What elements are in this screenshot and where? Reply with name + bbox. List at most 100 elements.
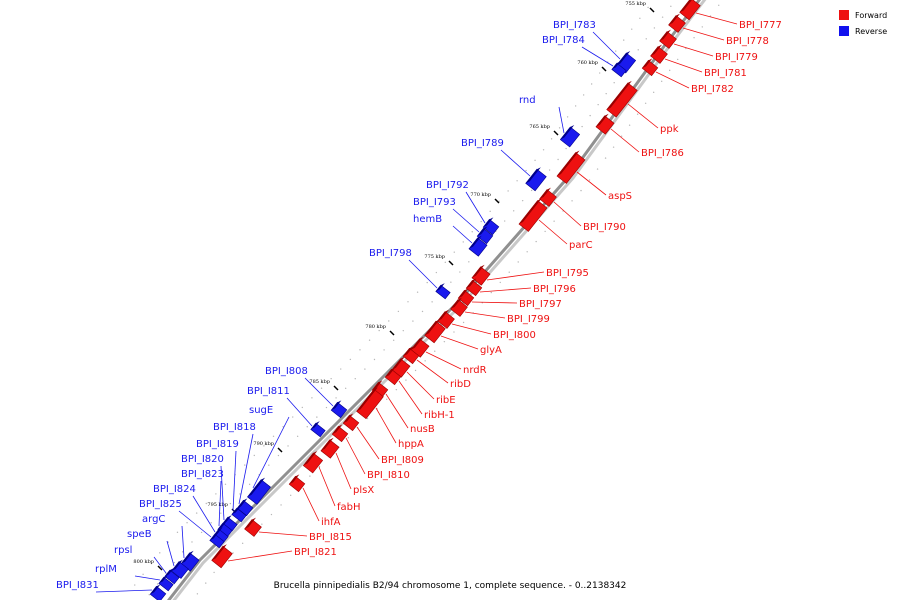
forward-gene-arrow[interactable] — [424, 319, 446, 344]
forward-gene-arrow[interactable] — [659, 29, 677, 49]
reverse-gene-arrow[interactable] — [468, 235, 488, 257]
gene-body[interactable] — [518, 200, 548, 232]
reverse-gene-arrow[interactable] — [236, 498, 254, 517]
scale-tick-label: 780 kbp — [365, 324, 386, 330]
forward-gene-arrow[interactable] — [211, 544, 233, 569]
forward-gene-arrow[interactable] — [679, 0, 701, 21]
gene-body[interactable] — [342, 414, 360, 432]
grid-dot — [558, 127, 561, 129]
grid-dot — [330, 377, 332, 380]
forward-gene-arrow[interactable] — [410, 336, 430, 358]
reverse-gene-arrow[interactable] — [476, 226, 494, 245]
gene-body[interactable] — [435, 284, 451, 300]
reverse-gene-arrow[interactable] — [158, 575, 174, 592]
gene-features[interactable] — [149, 0, 701, 600]
reverse-gene-arrow[interactable] — [310, 421, 326, 438]
gene-top-face — [391, 356, 405, 370]
forward-gene-arrow[interactable] — [402, 346, 420, 365]
gene-body[interactable] — [559, 126, 581, 148]
forward-gene-arrow[interactable] — [539, 187, 557, 207]
reverse-gene-arrow[interactable] — [171, 559, 189, 579]
reverse-gene-label: BPI_I811 — [247, 386, 290, 397]
grid-dot — [373, 358, 376, 361]
forward-gene-arrow[interactable] — [641, 58, 659, 77]
forward-gene-arrow[interactable] — [518, 198, 548, 232]
reverse-gene-arrow[interactable] — [525, 167, 547, 192]
grid-dot — [637, 49, 639, 51]
reverse-gene-arrow[interactable] — [209, 532, 225, 549]
forward-gene-arrow[interactable] — [342, 413, 360, 432]
forward-gene-arrow[interactable] — [471, 264, 491, 286]
gene-body[interactable] — [595, 115, 615, 135]
grid-dot — [200, 531, 203, 534]
forward-gene-arrow[interactable] — [320, 437, 340, 459]
grid-dot — [244, 464, 246, 466]
forward-leader-line — [538, 219, 568, 245]
grid-dot — [156, 583, 159, 585]
grid-dot — [318, 465, 321, 468]
grid-dot — [639, 17, 641, 19]
gene-body[interactable] — [525, 168, 547, 192]
gene-top-face — [477, 226, 488, 237]
reverse-gene-arrow[interactable] — [330, 400, 348, 419]
scale-tick-mark — [389, 330, 395, 336]
scale-tick-mark — [649, 7, 655, 13]
grid-dot — [224, 483, 227, 485]
grid-dot — [173, 561, 175, 564]
gene-body[interactable] — [302, 452, 324, 474]
forward-gene-arrow[interactable] — [465, 278, 483, 297]
forward-leader-line — [227, 550, 293, 562]
gene-body[interactable] — [310, 422, 326, 438]
forward-gene-arrow[interactable] — [606, 80, 638, 118]
reverse-gene-arrow[interactable] — [482, 217, 500, 236]
reverse-gene-arrow[interactable] — [164, 568, 180, 585]
gene-top-face — [213, 527, 223, 536]
gene-body[interactable] — [247, 479, 271, 505]
grid-dot — [628, 124, 631, 126]
forward-gene-arrow[interactable] — [668, 13, 686, 33]
forward-gene-label: aspS — [608, 191, 632, 202]
reverse-gene-arrow[interactable] — [435, 283, 451, 300]
reverse-gene-arrow[interactable] — [559, 125, 581, 148]
forward-gene-arrow[interactable] — [288, 474, 306, 493]
grid-dot — [444, 261, 447, 264]
reverse-gene-arrow[interactable] — [611, 61, 627, 78]
gene-body[interactable] — [288, 475, 306, 493]
reverse-leader-line — [95, 589, 153, 593]
forward-gene-arrow[interactable] — [457, 288, 475, 307]
forward-gene-label: BPI_I810 — [367, 470, 410, 481]
forward-gene-arrow[interactable] — [356, 387, 384, 420]
gene-body[interactable] — [679, 0, 701, 21]
grid-dot — [620, 135, 623, 137]
forward-gene-arrow[interactable] — [244, 517, 262, 537]
forward-gene-arrow[interactable] — [595, 113, 615, 135]
gene-body[interactable] — [331, 425, 349, 443]
forward-gene-arrow[interactable] — [556, 150, 586, 184]
grid-dot — [489, 210, 491, 213]
reverse-gene-arrow[interactable] — [149, 584, 167, 600]
grid-dot — [196, 593, 199, 595]
forward-gene-arrow[interactable] — [437, 309, 455, 329]
reverse-gene-label: BPI_I824 — [153, 484, 196, 495]
grid-dot — [215, 493, 217, 495]
forward-gene-arrow[interactable] — [331, 424, 349, 443]
scale-ticks: 755 kbp 760 kbp 765 kbp 770 kbp 775 kbp 780 k… — [133, 1, 655, 571]
forward-gene-arrow[interactable] — [450, 297, 468, 317]
forward-gene-arrow[interactable] — [384, 367, 402, 386]
forward-gene-arrow[interactable] — [302, 451, 324, 474]
gene-body[interactable] — [244, 519, 262, 537]
grid-dot — [311, 397, 313, 399]
grid-dot — [248, 483, 251, 486]
grid-dot — [289, 494, 292, 497]
reverse-gene-arrow[interactable] — [247, 477, 271, 505]
grid-dot — [480, 220, 482, 223]
forward-gene-arrow[interactable] — [391, 356, 411, 378]
forward-gene-arrow[interactable] — [650, 44, 668, 64]
grid-dot — [181, 551, 184, 553]
forward-leader-line — [471, 301, 518, 304]
scale-tick-mark — [157, 565, 163, 571]
grid-dot — [508, 271, 510, 273]
reverse-gene-arrow[interactable] — [231, 506, 247, 523]
gene-body[interactable] — [149, 585, 167, 600]
grid-dot — [292, 416, 294, 418]
